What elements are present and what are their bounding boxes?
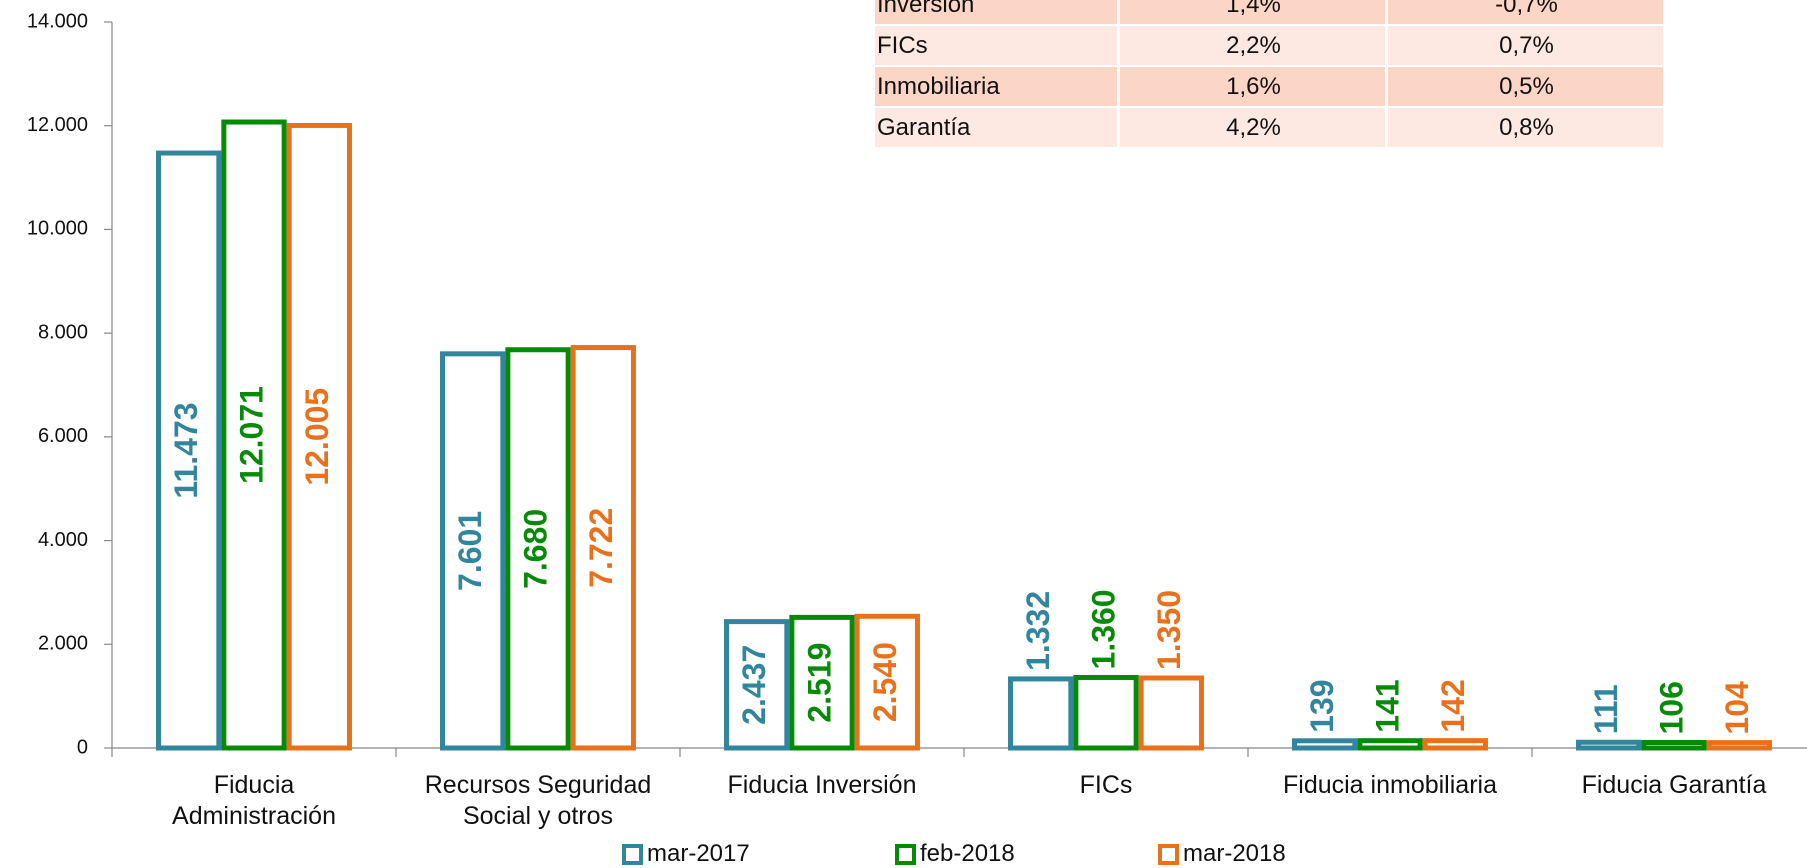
- legend-label: mar-2017: [647, 840, 750, 867]
- bar: [724, 619, 790, 751]
- bar: [1422, 738, 1488, 751]
- y-tick-label: 4.000: [38, 529, 88, 551]
- legend-swatch: [622, 843, 643, 865]
- y-tick-label: 2.000: [38, 633, 88, 655]
- x-tick-label: Fiducia Garantía: [1581, 771, 1767, 799]
- y-tick-label: 0: [77, 736, 88, 758]
- summary-table: Inversión 1,4% -0,7% FICs 2,2% 0,7% Inmobiliar…: [872, 0, 1666, 149]
- table-row: FICs 2,2% 0,7%: [875, 26, 1663, 65]
- y-tick-label: 8.000: [38, 321, 88, 343]
- table-cell: 1,6%: [1120, 67, 1385, 106]
- y-tick-label: 12.000: [27, 114, 88, 136]
- legend-swatch: [895, 843, 916, 865]
- data-label: 12.071: [233, 386, 269, 484]
- legend-item: feb-2018: [895, 840, 1015, 868]
- bar: [1357, 738, 1423, 751]
- table-cell: FICs: [875, 26, 1117, 65]
- bar: [505, 347, 571, 751]
- bar: [1706, 740, 1772, 751]
- legend-swatch: [1158, 843, 1179, 865]
- data-label: 11.473: [168, 402, 204, 498]
- data-label: 141: [1369, 679, 1405, 732]
- data-label: 111: [1588, 684, 1624, 734]
- data-label: 2.437: [736, 645, 772, 725]
- table-cell: 0,7%: [1388, 26, 1663, 65]
- table-cell: Garantía: [875, 108, 1117, 147]
- bar: [1292, 738, 1358, 751]
- data-label: 1.350: [1151, 590, 1187, 670]
- table-row: Inmobiliaria 1,6% 0,5%: [875, 67, 1663, 106]
- data-label: 139: [1304, 679, 1340, 732]
- x-tick-label: Fiducia inmobiliaria: [1283, 771, 1497, 799]
- bar: [286, 122, 352, 751]
- bar: [789, 614, 855, 751]
- legend-item: mar-2017: [622, 840, 750, 868]
- data-label: 7.680: [517, 509, 553, 589]
- table-cell: 1,4%: [1120, 0, 1385, 24]
- x-tick-label: Fiducia Inversión: [727, 771, 917, 799]
- data-label: 2.540: [867, 642, 903, 722]
- legend-label: mar-2018: [1183, 840, 1286, 867]
- table-cell: 0,8%: [1388, 108, 1663, 147]
- data-label: 104: [1719, 681, 1755, 735]
- data-label: 1.360: [1085, 589, 1121, 669]
- bar: [570, 345, 636, 751]
- bar: [1073, 674, 1139, 751]
- table-cell: Inmobiliaria: [875, 67, 1117, 106]
- bar: [221, 119, 287, 751]
- bar: [1008, 676, 1074, 751]
- y-tick-label: 14.000: [27, 10, 88, 32]
- table-cell: 0,5%: [1388, 67, 1663, 106]
- bar: [1576, 739, 1642, 751]
- bar: [156, 150, 222, 751]
- bar: [1641, 740, 1707, 751]
- table-row: Garantía 4,2% 0,8%: [875, 108, 1663, 147]
- data-label: 7.722: [583, 508, 619, 588]
- legend-label: feb-2018: [920, 840, 1015, 867]
- table-cell: -0,7%: [1388, 0, 1663, 24]
- data-label: 7.601: [452, 511, 488, 591]
- table-cell: 4,2%: [1120, 108, 1385, 147]
- data-label: 142: [1435, 679, 1471, 732]
- data-label: 2.519: [801, 643, 837, 723]
- x-tick-label: Fiducia Administración: [172, 771, 336, 830]
- legend-item: mar-2018: [1158, 840, 1286, 868]
- bar: [440, 351, 506, 751]
- y-tick-label: 6.000: [38, 425, 88, 447]
- data-label: 12.005: [299, 388, 335, 486]
- bar: [854, 613, 920, 751]
- data-label: 106: [1653, 681, 1689, 734]
- x-tick-label: FICs: [1079, 771, 1133, 799]
- bar: [1138, 675, 1204, 751]
- table-row: Inversión 1,4% -0,7%: [875, 0, 1663, 24]
- data-label: 1.332: [1020, 591, 1056, 671]
- table-cell: Inversión: [875, 0, 1117, 24]
- x-tick-label: Recursos Seguridad Social y otros: [424, 771, 652, 830]
- y-tick-label: 10.000: [27, 218, 88, 240]
- table-cell: 2,2%: [1120, 26, 1385, 65]
